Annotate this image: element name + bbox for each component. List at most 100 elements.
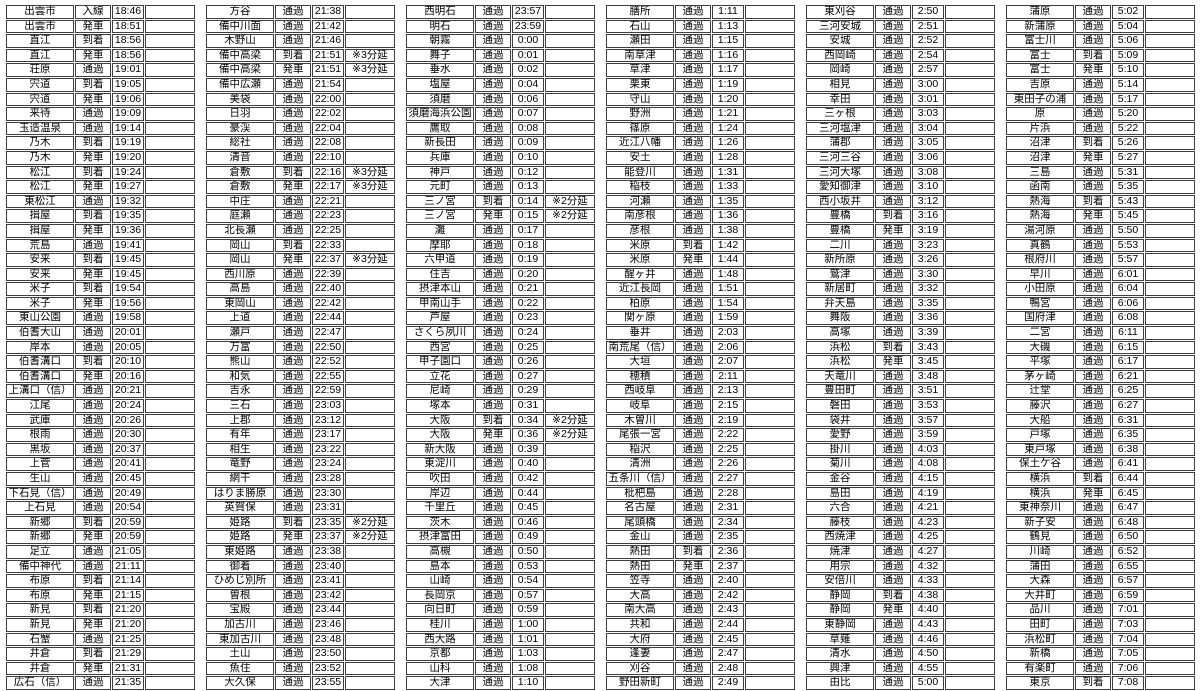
time-cell: 5:10 [1112, 63, 1144, 77]
station-cell: 備中高梁 [206, 63, 274, 77]
note-cell [1145, 19, 1195, 34]
time-cell: 22:40 [312, 282, 344, 296]
note-cell [1145, 617, 1195, 632]
note-cell [745, 559, 795, 574]
note-cell [945, 559, 995, 574]
time-cell: 0:19 [512, 253, 544, 267]
timetable-row: 新長田 通過 0:09 [406, 136, 595, 150]
timetable-row: 松江 発車 19:27 [6, 180, 195, 194]
note-cell [745, 63, 795, 77]
station-cell: 出雲市 [6, 19, 74, 34]
note-cell: ※3分延 [345, 63, 395, 77]
note-cell [1145, 121, 1195, 136]
timetable-row: 岡山 到着 22:33 [206, 238, 395, 253]
timetable-column: 東刈谷 通過 2:50 三河安城 通過 2:51 安城 通過 2:52 西岡崎 通過 2:54 岡崎 通過… [805, 4, 996, 691]
station-cell: 蒲田 [1006, 559, 1074, 574]
time-cell: 0:10 [512, 150, 544, 165]
status-cell: 通過 [875, 34, 911, 48]
status-cell: 到着 [75, 574, 111, 588]
time-cell: 2:22 [712, 428, 744, 442]
timetable-row: 豊橋 到着 3:16 [806, 209, 995, 223]
station-cell: 豊田町 [806, 384, 874, 399]
note-cell [145, 253, 195, 267]
station-cell: 摂津富田 [406, 530, 474, 544]
timetable-row: 東山公園 通過 19:58 [6, 311, 195, 326]
note-cell [545, 136, 595, 150]
time-cell: 19:24 [112, 165, 144, 180]
timetable-row: 有楽町 通過 7:06 [1006, 661, 1195, 676]
timetable-row: 高島 通過 22:40 [206, 282, 395, 296]
time-cell: 6:15 [1112, 340, 1144, 355]
time-cell: 0:36 [512, 428, 544, 442]
note-cell [745, 121, 795, 136]
time-cell: 0:31 [512, 399, 544, 413]
station-cell: 乃木 [6, 150, 74, 165]
note-cell [345, 661, 395, 676]
status-cell: 発車 [275, 530, 311, 544]
timetable-row: 黒坂 通過 20:37 [6, 442, 195, 457]
status-cell: 通過 [475, 442, 511, 457]
note-cell [945, 194, 995, 209]
timetable-row: 木曽川 通過 2:19 [606, 413, 795, 428]
time-cell: 19:56 [112, 296, 144, 311]
time-cell: 0:59 [512, 603, 544, 617]
time-cell: 0:07 [512, 107, 544, 121]
timetable-row: 篠原 通過 1:24 [606, 121, 795, 136]
timetable-row: 岸辺 通過 0:44 [406, 486, 595, 501]
timetable-row: 井倉 到着 21:29 [6, 647, 195, 661]
timetable-row: 南大高 通過 2:43 [606, 603, 795, 617]
timetable-row: 御着 通過 23:40 [206, 559, 395, 574]
timetable-row: 新見 到着 21:20 [6, 603, 195, 617]
status-cell: 通過 [875, 282, 911, 296]
status-cell: 通過 [275, 282, 311, 296]
note-cell [945, 399, 995, 413]
station-cell: 明石 [406, 19, 474, 34]
note-cell: ※3分延 [345, 180, 395, 194]
note-cell [1145, 92, 1195, 107]
status-cell: 発車 [75, 223, 111, 238]
status-cell: 通過 [275, 296, 311, 311]
status-cell: 通過 [75, 326, 111, 340]
timetable-row: 立花 通過 0:27 [406, 369, 595, 384]
status-cell: 通過 [1075, 574, 1111, 588]
note-cell [345, 647, 395, 661]
time-cell: 0:24 [512, 326, 544, 340]
time-cell: 1:13 [712, 19, 744, 34]
station-cell: 加古川 [206, 617, 274, 632]
time-cell: 5:09 [1112, 48, 1144, 63]
timetable-row: 稲沢 通過 2:25 [606, 442, 795, 457]
note-cell [945, 442, 995, 457]
time-cell: 7:05 [1112, 647, 1144, 661]
status-cell: 通過 [1075, 107, 1111, 121]
timetable-row: 土山 通過 23:50 [206, 647, 395, 661]
status-cell: 到着 [75, 136, 111, 150]
note-cell [1145, 501, 1195, 515]
station-cell: 三河三谷 [806, 150, 874, 165]
note-cell [145, 617, 195, 632]
time-cell: 21:51 [312, 48, 344, 63]
status-cell: 通過 [1075, 515, 1111, 530]
note-cell [345, 413, 395, 428]
note-cell [345, 355, 395, 369]
status-cell: 到着 [1075, 676, 1111, 690]
time-cell: 2:28 [712, 486, 744, 501]
status-cell: 通過 [475, 399, 511, 413]
status-cell: 通過 [475, 661, 511, 676]
timetable-row: 掛川 通過 4:03 [806, 442, 995, 457]
timetable-row: 保土ケ谷 通過 6:41 [1006, 457, 1195, 471]
station-cell: 相見 [806, 77, 874, 92]
note-cell [545, 165, 595, 180]
time-cell: 21:31 [112, 661, 144, 676]
status-cell: 通過 [75, 399, 111, 413]
station-cell: 三石 [206, 399, 274, 413]
note-cell [745, 442, 795, 457]
timetable-row: 竜野 通過 23:24 [206, 457, 395, 471]
timetable-row: 守山 通過 1:20 [606, 92, 795, 107]
timetable-row: 布原 到着 21:14 [6, 574, 195, 588]
note-cell [545, 5, 595, 19]
note-cell [545, 676, 595, 690]
status-cell: 通過 [1075, 5, 1111, 19]
status-cell: 通過 [475, 34, 511, 48]
station-cell: 向日町 [406, 603, 474, 617]
